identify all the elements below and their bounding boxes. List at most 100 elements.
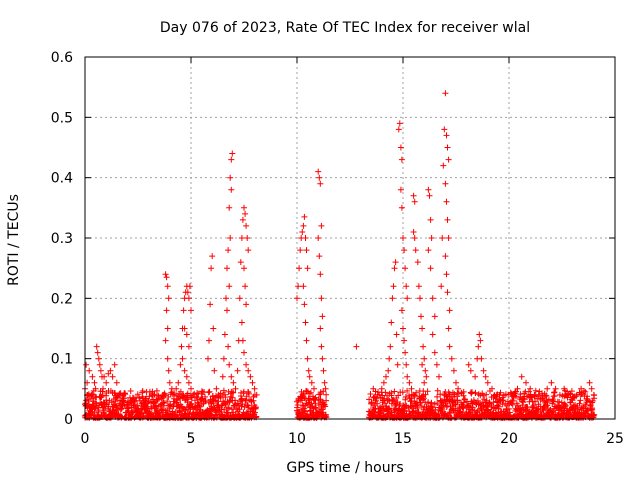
data-point xyxy=(410,229,417,235)
data-point xyxy=(208,265,215,272)
data-point xyxy=(186,283,193,290)
data-point xyxy=(524,404,531,411)
data-point xyxy=(318,222,325,229)
data-point xyxy=(398,307,405,314)
data-point xyxy=(551,389,558,396)
data-point xyxy=(505,405,512,412)
data-point xyxy=(220,355,227,362)
data-point xyxy=(235,402,242,409)
data-point xyxy=(111,361,118,368)
data-point xyxy=(388,319,395,326)
data-point xyxy=(408,395,414,402)
data-point xyxy=(163,274,170,281)
data-point xyxy=(460,388,467,395)
data-point xyxy=(402,396,409,403)
data-point xyxy=(241,265,247,272)
data-point xyxy=(390,396,397,403)
points-layer xyxy=(81,90,598,421)
data-point xyxy=(115,391,122,398)
data-point xyxy=(442,180,449,187)
data-point xyxy=(317,396,324,403)
data-point xyxy=(428,235,435,241)
data-point xyxy=(196,402,202,409)
data-point xyxy=(439,235,446,241)
y-axis-label: ROTI / TECUs xyxy=(6,194,22,286)
data-point xyxy=(545,396,552,403)
x-tick-label: 20 xyxy=(500,431,518,447)
data-point xyxy=(484,379,491,386)
data-point xyxy=(582,388,589,395)
data-point xyxy=(232,397,239,404)
data-point xyxy=(475,343,482,350)
data-point xyxy=(551,389,557,396)
data-point xyxy=(165,295,172,302)
data-point xyxy=(535,391,542,398)
data-point xyxy=(395,126,402,133)
y-tick-label: 0 xyxy=(64,412,73,428)
data-point xyxy=(120,397,127,404)
data-point xyxy=(532,398,539,405)
data-point xyxy=(419,325,426,332)
data-point xyxy=(380,379,387,386)
data-point xyxy=(387,343,394,350)
data-point xyxy=(242,283,249,290)
data-point xyxy=(392,259,399,266)
data-point xyxy=(397,401,404,407)
data-point xyxy=(371,402,378,409)
data-point xyxy=(124,403,131,410)
data-point xyxy=(317,325,324,332)
data-point xyxy=(460,399,467,406)
data-point xyxy=(497,389,504,396)
data-point xyxy=(307,389,314,396)
data-point xyxy=(411,392,418,399)
data-point xyxy=(382,389,389,396)
data-point xyxy=(145,397,152,404)
data-point xyxy=(239,216,246,223)
y-tick-label: 0.4 xyxy=(51,171,73,187)
data-point xyxy=(202,393,208,400)
data-point xyxy=(552,403,559,410)
data-point xyxy=(442,253,449,260)
data-point xyxy=(137,397,144,404)
data-point xyxy=(154,397,161,404)
data-point xyxy=(177,361,184,368)
data-point xyxy=(302,319,309,326)
data-point xyxy=(311,397,318,404)
x-tick-label: 25 xyxy=(606,431,624,447)
data-point xyxy=(298,406,304,413)
data-point xyxy=(183,373,190,380)
data-point xyxy=(422,391,429,398)
data-point xyxy=(221,331,228,338)
data-point xyxy=(586,379,593,386)
data-point xyxy=(243,301,250,308)
data-point xyxy=(454,397,461,404)
data-point xyxy=(469,389,475,396)
data-point xyxy=(213,385,220,392)
y-tick-label: 0.1 xyxy=(51,352,73,368)
data-point xyxy=(517,391,524,398)
data-point xyxy=(396,120,403,127)
data-point xyxy=(425,247,432,254)
data-point xyxy=(232,385,239,392)
data-point xyxy=(226,283,233,290)
data-point xyxy=(219,373,226,380)
data-point xyxy=(408,385,415,392)
data-point xyxy=(128,397,135,404)
data-point xyxy=(188,385,194,392)
data-point xyxy=(243,222,250,229)
data-point xyxy=(299,229,306,235)
data-point xyxy=(153,403,160,410)
x-tick-label: 0 xyxy=(81,431,90,447)
data-point xyxy=(183,331,190,338)
data-point xyxy=(421,379,428,386)
data-point xyxy=(306,373,313,380)
data-point xyxy=(211,367,218,374)
data-point xyxy=(181,325,188,332)
data-point xyxy=(141,403,148,410)
data-point xyxy=(205,389,212,396)
data-point xyxy=(315,168,322,175)
data-point xyxy=(243,397,249,404)
data-point xyxy=(303,337,310,344)
data-point xyxy=(242,210,249,217)
data-point xyxy=(588,385,595,392)
